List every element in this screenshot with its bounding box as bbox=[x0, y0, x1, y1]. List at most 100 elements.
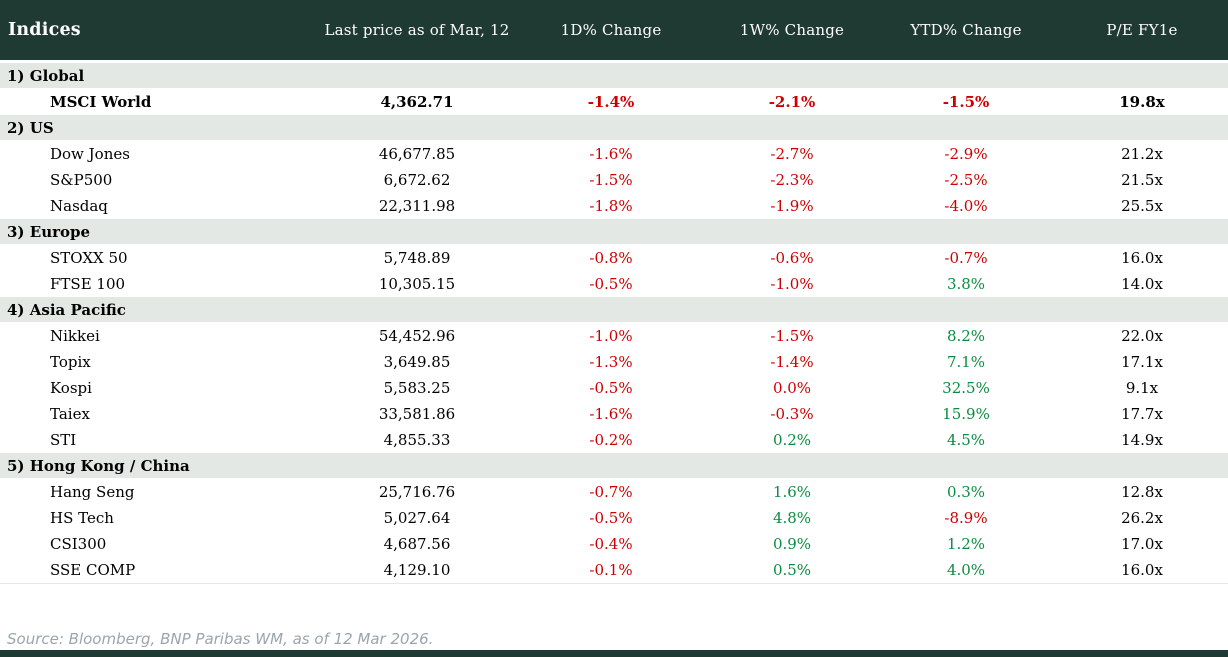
change-ytd-cell: 15.9% bbox=[942, 405, 990, 423]
change-1w-cell: 0.9% bbox=[772, 535, 812, 553]
index-row: SSE COMP 4,129.10 -0.1% 0.5% 4.0% 16.0x bbox=[0, 557, 1228, 583]
change-1d-cell: -1.4% bbox=[587, 93, 635, 111]
last-price-cell: 4,362.71 bbox=[380, 93, 454, 111]
section-label: 4) Asia Pacific bbox=[7, 300, 126, 319]
change-1d-cell: -0.1% bbox=[589, 561, 633, 579]
index-row: Hang Seng 25,716.76 -0.7% 1.6% 0.3% 12.8x bbox=[0, 479, 1228, 505]
change-1w-cell: -1.4% bbox=[770, 353, 814, 371]
change-1w-cell: 0.0% bbox=[772, 379, 812, 397]
index-row: Nikkei 54,452.96 -1.0% -1.5% 8.2% 22.0x bbox=[0, 323, 1228, 349]
index-row: HS Tech 5,027.64 -0.5% 4.8% -8.9% 26.2x bbox=[0, 505, 1228, 531]
column-header-indices: Indices bbox=[8, 20, 81, 40]
change-ytd-cell: 4.0% bbox=[946, 561, 986, 579]
index-name-cell: Hang Seng bbox=[50, 483, 135, 501]
change-1d-cell: -1.5% bbox=[589, 171, 633, 189]
change-ytd-cell: 0.3% bbox=[946, 483, 986, 501]
index-name-cell: FTSE 100 bbox=[50, 275, 126, 293]
change-1w-cell: -1.5% bbox=[770, 327, 814, 345]
change-ytd-cell: -0.7% bbox=[944, 249, 988, 267]
column-header-last-price: Last price as of Mar, 12 bbox=[324, 21, 510, 39]
index-row: Topix 3,649.85 -1.3% -1.4% 7.1% 17.1x bbox=[0, 349, 1228, 375]
index-name-cell: Dow Jones bbox=[50, 145, 130, 163]
pe-cell: 22.0x bbox=[1121, 327, 1163, 345]
change-1d-cell: -0.7% bbox=[589, 483, 633, 501]
index-name-cell: Nikkei bbox=[50, 327, 100, 345]
footer-bar bbox=[0, 650, 1228, 657]
index-row: STOXX 50 5,748.89 -0.8% -0.6% -0.7% 16.0x bbox=[0, 245, 1228, 271]
change-1d-cell: -1.8% bbox=[589, 197, 633, 215]
change-1d-cell: -0.8% bbox=[589, 249, 633, 267]
change-1d-cell: -1.0% bbox=[589, 327, 633, 345]
pe-cell: 17.7x bbox=[1121, 405, 1163, 423]
section-label: 3) Europe bbox=[7, 222, 91, 241]
index-name-cell: Taiex bbox=[50, 405, 90, 423]
change-ytd-cell: 7.1% bbox=[946, 353, 986, 371]
change-1w-cell: 0.2% bbox=[772, 431, 812, 449]
change-ytd-cell: -4.0% bbox=[944, 197, 988, 215]
change-1d-cell: -1.3% bbox=[589, 353, 633, 371]
pe-cell: 26.2x bbox=[1121, 509, 1163, 527]
index-name-cell: S&P500 bbox=[50, 171, 113, 189]
index-name-cell: MSCI World bbox=[50, 93, 152, 111]
change-1d-cell: -0.4% bbox=[589, 535, 633, 553]
change-1d-cell: -0.5% bbox=[589, 509, 633, 527]
last-price-cell: 3,649.85 bbox=[383, 353, 451, 371]
column-header-ytd-change: YTD% Change bbox=[910, 21, 1022, 39]
change-1w-cell: -2.3% bbox=[770, 171, 814, 189]
index-row: CSI300 4,687.56 -0.4% 0.9% 1.2% 17.0x bbox=[0, 531, 1228, 557]
pe-cell: 21.2x bbox=[1121, 145, 1163, 163]
index-name-cell: STOXX 50 bbox=[50, 249, 128, 267]
index-row: STI 4,855.33 -0.2% 0.2% 4.5% 14.9x bbox=[0, 427, 1228, 453]
index-row: Kospi 5,583.25 -0.5% 0.0% 32.5% 9.1x bbox=[0, 375, 1228, 401]
change-ytd-cell: 3.8% bbox=[946, 275, 986, 293]
section-label: 1) Global bbox=[7, 66, 85, 85]
change-ytd-cell: 1.2% bbox=[946, 535, 986, 553]
last-price-cell: 4,855.33 bbox=[383, 431, 451, 449]
last-price-cell: 4,129.10 bbox=[383, 561, 451, 579]
last-price-cell: 5,583.25 bbox=[383, 379, 451, 397]
index-row: Dow Jones 46,677.85 -1.6% -2.7% -2.9% 21.2x bbox=[0, 141, 1228, 167]
pe-cell: 16.0x bbox=[1121, 561, 1163, 579]
change-ytd-cell: -8.9% bbox=[944, 509, 988, 527]
change-1d-cell: -0.5% bbox=[589, 379, 633, 397]
last-price-cell: 6,672.62 bbox=[383, 171, 451, 189]
pe-cell: 9.1x bbox=[1125, 379, 1159, 397]
change-ytd-cell: 32.5% bbox=[942, 379, 990, 397]
change-1w-cell: -0.6% bbox=[770, 249, 814, 267]
index-row: MSCI World 4,362.71 -1.4% -2.1% -1.5% 19.8x bbox=[0, 89, 1228, 115]
last-price-cell: 5,027.64 bbox=[383, 509, 451, 527]
index-row: FTSE 100 10,305.15 -0.5% -1.0% 3.8% 14.0x bbox=[0, 271, 1228, 297]
last-price-cell: 10,305.15 bbox=[378, 275, 456, 293]
indices-table-body: 1) Global MSCI World 4,362.71 -1.4% -2.1% -1.… bbox=[0, 63, 1228, 584]
last-price-cell: 33,581.86 bbox=[378, 405, 456, 423]
section-row: 2) US bbox=[0, 115, 1228, 141]
change-1w-cell: 1.6% bbox=[772, 483, 812, 501]
pe-cell: 19.8x bbox=[1119, 93, 1165, 111]
change-ytd-cell: 8.2% bbox=[946, 327, 986, 345]
change-ytd-cell: -2.9% bbox=[944, 145, 988, 163]
section-row: 4) Asia Pacific bbox=[0, 297, 1228, 323]
change-1d-cell: -1.6% bbox=[589, 145, 633, 163]
change-1w-cell: -0.3% bbox=[770, 405, 814, 423]
change-1w-cell: -1.0% bbox=[770, 275, 814, 293]
last-price-cell: 5,748.89 bbox=[383, 249, 451, 267]
change-1d-cell: -0.5% bbox=[589, 275, 633, 293]
change-ytd-cell: 4.5% bbox=[946, 431, 986, 449]
index-name-cell: Kospi bbox=[50, 379, 92, 397]
pe-cell: 17.1x bbox=[1121, 353, 1163, 371]
section-row: 3) Europe bbox=[0, 219, 1228, 245]
index-name-cell: Nasdaq bbox=[50, 197, 108, 215]
index-name-cell: HS Tech bbox=[50, 509, 114, 527]
change-1w-cell: -1.9% bbox=[770, 197, 814, 215]
last-price-cell: 22,311.98 bbox=[378, 197, 456, 215]
index-row: Nasdaq 22,311.98 -1.8% -1.9% -4.0% 25.5x bbox=[0, 193, 1228, 219]
pe-cell: 17.0x bbox=[1121, 535, 1163, 553]
change-ytd-cell: -1.5% bbox=[942, 93, 990, 111]
change-1w-cell: -2.1% bbox=[768, 93, 816, 111]
section-label: 2) US bbox=[7, 118, 54, 137]
index-row: S&P500 6,672.62 -1.5% -2.3% -2.5% 21.5x bbox=[0, 167, 1228, 193]
change-1w-cell: 0.5% bbox=[772, 561, 812, 579]
index-name-cell: Topix bbox=[50, 353, 91, 371]
change-1d-cell: -1.6% bbox=[589, 405, 633, 423]
